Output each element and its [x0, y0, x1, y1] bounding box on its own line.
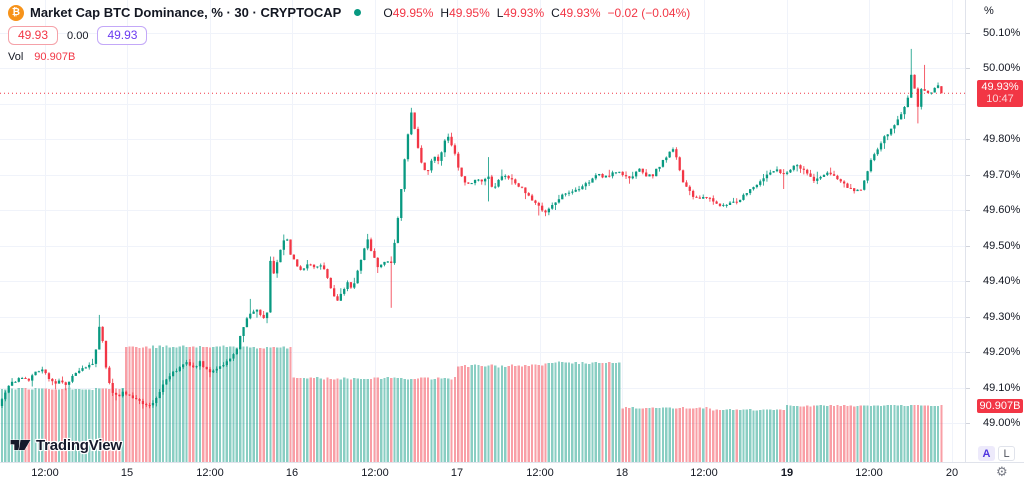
price-tick-label: 49.70%	[966, 169, 1020, 181]
current-price-value: 49.93%	[981, 81, 1019, 94]
chart-canvas[interactable]	[0, 0, 965, 462]
price-tick-label: 49.30%	[966, 311, 1020, 323]
close-value: 49.93%	[559, 5, 601, 20]
time-tick-label: 18	[615, 467, 629, 479]
price-tick-label: 49.10%	[966, 382, 1020, 394]
price-tick-label: 49.40%	[966, 275, 1020, 287]
current-volume-value: 90.907B	[979, 400, 1021, 412]
close-label: C	[551, 5, 560, 20]
time-tick-label: 12:00	[196, 467, 224, 479]
high-value: 49.95%	[449, 5, 490, 20]
volume-value: 90.907B	[34, 51, 76, 63]
price-tick-label: 50.00%	[966, 62, 1020, 74]
spread-value: 0.00	[67, 29, 89, 42]
low-value: 49.93%	[503, 5, 545, 20]
high-label: H	[440, 5, 450, 20]
market-status-dot[interactable]	[354, 9, 362, 16]
gear-icon[interactable]: ⚙	[996, 465, 1008, 480]
price-tick-label: 49.50%	[966, 240, 1020, 252]
price-axis[interactable]: % 50.10% 50.00% 49.80% 49.70% 49.60% 49.50% 49…	[965, 0, 1024, 462]
price-tick-label: 49.20%	[966, 346, 1020, 358]
price-tick-label: 50.10%	[966, 27, 1020, 39]
tradingview-logo-text: TradingView	[36, 436, 122, 454]
time-tick-label: 12:00	[31, 467, 59, 479]
time-tick-label: 12:00	[855, 467, 883, 479]
low-label: L	[496, 5, 504, 20]
time-tick-label: 12:00	[361, 467, 389, 479]
time-tick-label: 15	[120, 467, 134, 479]
time-axis[interactable]: 12:00 15 12:00 16 12:00 17 12:00 18 12:00 19 12:00…	[0, 462, 1024, 482]
time-tick-label: 12:00	[690, 467, 718, 479]
price-tick-label: 49.60%	[966, 204, 1020, 216]
volume-label: Vol	[8, 51, 24, 63]
bar-countdown: 10:47	[986, 93, 1014, 106]
ohlc-values: O49.95% H49.95% L49.93% C49.93% −0.02 (−…	[383, 6, 690, 20]
current-volume-badge: 90.907B	[977, 399, 1023, 413]
scale-buttons: A L	[978, 446, 1015, 461]
candles-layer	[0, 48, 943, 409]
grid-layer	[0, 0, 965, 462]
log-scale-button[interactable]: L	[998, 446, 1015, 461]
tradingview-logo[interactable]: TradingView	[10, 436, 122, 454]
time-tick-label: 12:00	[526, 467, 554, 479]
price-level-badge-red[interactable]: 49.93	[8, 26, 59, 45]
tradingview-logo-glyph	[10, 439, 31, 451]
time-tick-label: 16	[285, 467, 299, 479]
current-price-badge[interactable]: 49.93% 10:47	[977, 80, 1023, 108]
auto-scale-button[interactable]: A	[978, 446, 995, 461]
price-tick-label: 49.80%	[966, 133, 1020, 145]
time-tick-label: 17	[450, 467, 464, 479]
price-tick-label: 49.00%	[966, 417, 1020, 429]
open-value: 49.95%	[392, 5, 434, 20]
open-label: O	[383, 5, 393, 20]
price-axis-unit: %	[984, 5, 994, 17]
time-tick-label: 19	[780, 467, 794, 479]
symbol-title[interactable]: Market Cap BTC Dominance, % · 30 · CRYPT…	[30, 5, 342, 20]
change-value: −0.02 (−0.04%)	[607, 5, 691, 20]
chart-legend: ₿ Market Cap BTC Dominance, % · 30 · CRY…	[8, 3, 690, 64]
bitcoin-icon: ₿	[8, 4, 24, 21]
price-level-badge-purple[interactable]: 49.93	[97, 26, 148, 45]
time-tick-label: 20	[945, 467, 959, 479]
